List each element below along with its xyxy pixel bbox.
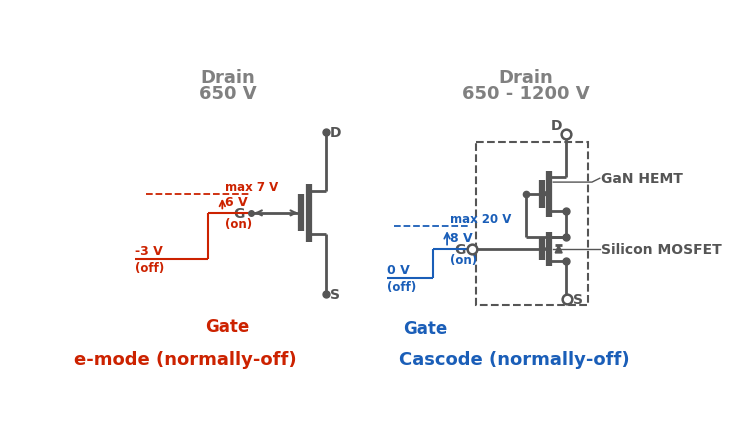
Text: 650 V: 650 V — [199, 84, 256, 102]
Text: Gate: Gate — [403, 319, 447, 337]
Text: max 20 V: max 20 V — [450, 213, 511, 226]
Text: D: D — [330, 126, 341, 140]
Text: (off): (off) — [387, 280, 416, 293]
Text: 650 - 1200 V: 650 - 1200 V — [462, 84, 590, 102]
Text: -3 V: -3 V — [135, 244, 162, 257]
Text: Cascode (normally-off): Cascode (normally-off) — [399, 350, 630, 368]
Text: S: S — [330, 287, 340, 301]
Polygon shape — [555, 246, 562, 253]
Text: (off): (off) — [135, 261, 164, 274]
Text: max 7 V: max 7 V — [226, 181, 279, 194]
Text: 6 V: 6 V — [226, 196, 248, 209]
Text: S: S — [573, 293, 583, 306]
Text: Silicon MOSFET: Silicon MOSFET — [601, 243, 722, 256]
Text: G: G — [234, 207, 245, 220]
Text: Gate: Gate — [206, 317, 250, 335]
Text: D: D — [551, 119, 562, 133]
Text: 8 V: 8 V — [450, 232, 473, 245]
Text: e-mode (normally-off): e-mode (normally-off) — [74, 350, 296, 368]
Text: Drain: Drain — [499, 69, 553, 87]
Text: (on): (on) — [226, 217, 253, 230]
Text: GaN HEMT: GaN HEMT — [601, 172, 683, 186]
Bar — [476, 143, 588, 306]
Text: G: G — [454, 243, 466, 256]
Text: 0 V: 0 V — [387, 263, 409, 276]
Text: (on): (on) — [450, 253, 478, 266]
Text: Drain: Drain — [200, 69, 255, 87]
